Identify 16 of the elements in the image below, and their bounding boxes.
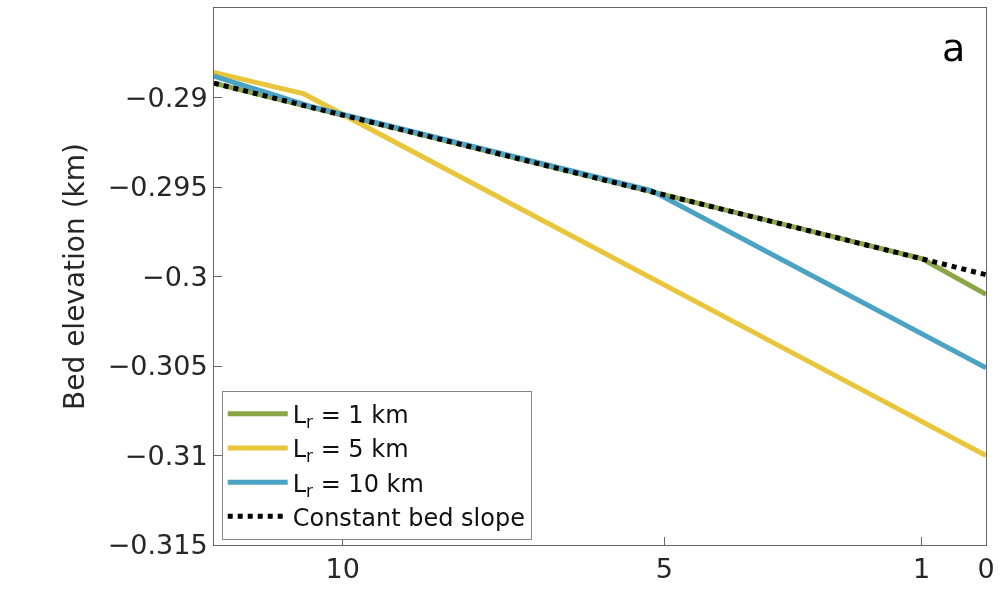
legend-label: Constant bed slope — [292, 503, 525, 532]
y-tick-label: −0.295 — [107, 171, 208, 203]
x-tick-label: 5 — [655, 553, 673, 585]
y-tick-label: −0.305 — [107, 350, 208, 382]
y-tick-label: −0.29 — [124, 81, 208, 113]
y-axis-title: Bed elevation (km) — [58, 143, 92, 410]
y-tick-label: −0.3 — [142, 260, 208, 292]
y-tick-label: −0.315 — [107, 529, 208, 561]
x-tick-label: 1 — [913, 553, 931, 585]
legend-label: L$_{r}$ = 5 km — [292, 435, 409, 467]
y-tick-label: −0.31 — [124, 439, 208, 471]
x-tick-label: 0 — [977, 553, 995, 585]
legend-label: L$_{r}$ = 10 km — [292, 469, 424, 501]
annotation: a — [942, 26, 966, 70]
legend-label: L$_{r}$ = 1 km — [292, 401, 409, 433]
x-tick-label: 10 — [325, 553, 360, 585]
